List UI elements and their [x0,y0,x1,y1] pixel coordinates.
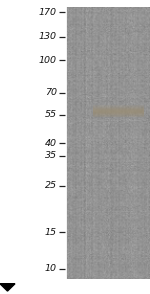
Polygon shape [0,284,15,291]
Text: 170: 170 [39,8,57,17]
Text: 70: 70 [45,88,57,97]
Text: 40: 40 [45,139,57,148]
Text: 55: 55 [45,110,57,119]
Text: 130: 130 [39,32,57,41]
Text: 100: 100 [39,56,57,65]
Text: 35: 35 [45,151,57,160]
Text: 10: 10 [45,264,57,273]
Text: 25: 25 [45,181,57,191]
Text: 15: 15 [45,228,57,237]
